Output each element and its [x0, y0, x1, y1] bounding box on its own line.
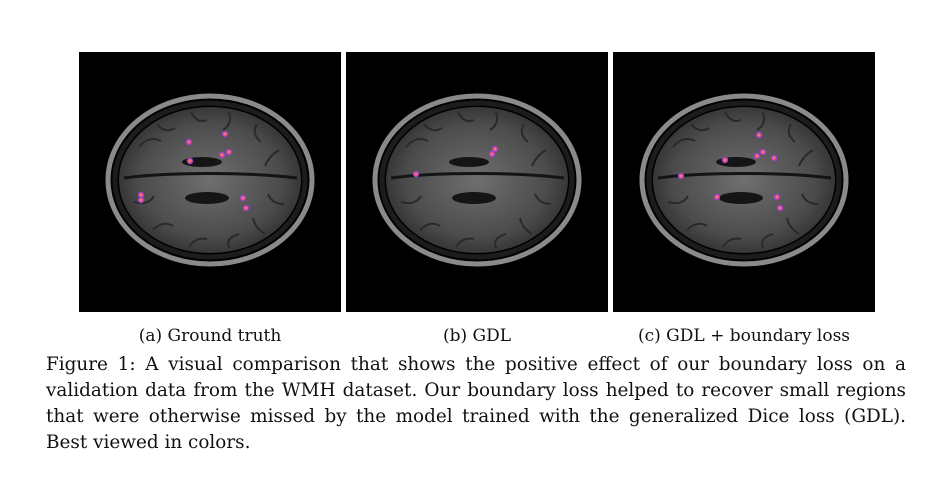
lesion-marker [221, 130, 229, 138]
lesion-marker [185, 138, 193, 146]
lesion-marker [753, 152, 761, 160]
lesion-marker [770, 154, 778, 162]
lesion-marker [225, 148, 233, 156]
mri-slice-image [613, 52, 875, 312]
lesion-marker [491, 145, 499, 153]
panel-gdl-boundary [613, 52, 875, 312]
lesion-marker [218, 151, 226, 159]
panel-gdl [346, 52, 608, 312]
lesion-marker [412, 170, 420, 178]
subcaption-b: (b) GDL [442, 326, 512, 346]
subcaption-c: (c) GDL + boundary loss [637, 326, 851, 346]
lesion-marker [239, 194, 247, 202]
mri-slice-image [346, 52, 608, 312]
lesion-marker [137, 196, 145, 204]
lesion-marker [186, 157, 194, 165]
lesion-marker [759, 148, 767, 156]
lesion-marker [776, 204, 784, 212]
lesion-marker [773, 193, 781, 201]
panel-ground-truth [79, 52, 341, 312]
lesion-marker [242, 204, 250, 212]
lesion-marker [713, 193, 721, 201]
lesion-marker [488, 150, 496, 158]
figure-caption: Figure 1: A visual comparison that shows… [46, 354, 906, 453]
lesion-marker [677, 172, 685, 180]
lesion-marker [755, 131, 763, 139]
lesion-marker [137, 191, 145, 199]
lesion-marker [721, 156, 729, 164]
subcaption-a: (a) Ground truth [138, 326, 282, 346]
mri-slice-image [79, 52, 341, 312]
